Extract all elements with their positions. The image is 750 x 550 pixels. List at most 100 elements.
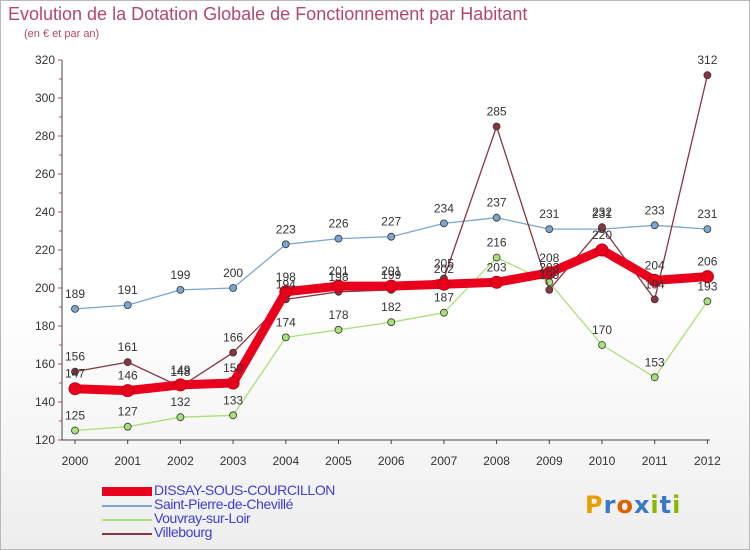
x-tick-label: 2012	[694, 454, 721, 468]
data-point	[121, 384, 135, 398]
data-point	[71, 304, 79, 313]
data-label: 203	[487, 260, 507, 274]
data-label: 170	[592, 323, 612, 337]
logo-letter: P	[585, 491, 604, 519]
data-label: 208	[539, 251, 559, 265]
data-label: 226	[328, 217, 348, 231]
data-point	[700, 270, 714, 284]
x-tick-label: 2008	[483, 454, 510, 468]
data-point	[703, 225, 712, 234]
data-label: 133	[223, 393, 243, 407]
chart-subtitle: (en € et par an)	[24, 28, 100, 40]
data-point	[334, 325, 343, 334]
data-point	[71, 426, 79, 435]
data-point	[176, 413, 185, 422]
data-point	[650, 221, 659, 230]
data-point	[598, 223, 606, 232]
data-label: 285	[487, 105, 507, 119]
data-label: 193	[697, 279, 717, 293]
data-point	[439, 308, 448, 317]
x-tick-label: 2007	[431, 454, 458, 468]
data-label: 231	[697, 207, 717, 221]
data-point	[387, 232, 396, 241]
series-line-3	[74, 74, 709, 388]
data-label: 199	[170, 268, 190, 282]
data-point	[703, 297, 712, 306]
legend-item: Vouvray-sur-Loir	[96, 510, 426, 527]
data-label: 227	[381, 215, 401, 229]
x-tick-label: 2009	[536, 454, 563, 468]
data-point	[387, 318, 396, 327]
data-point	[279, 285, 293, 299]
logo-letter: i	[650, 491, 660, 519]
data-label: 204	[645, 258, 665, 272]
legend-label: Villebourg	[154, 524, 213, 540]
logo-letter: x	[633, 491, 651, 519]
y-tick-label: 120	[35, 433, 55, 447]
logo-letter: t	[659, 491, 673, 519]
data-label: 232	[592, 205, 612, 219]
x-tick-label: 2000	[62, 454, 89, 468]
data-point	[492, 122, 501, 131]
legend-swatch	[102, 533, 152, 535]
data-label: 233	[645, 203, 665, 217]
data-label: 220	[592, 228, 612, 242]
x-tick-label: 2004	[272, 454, 299, 468]
data-label: 125	[65, 409, 85, 423]
data-point	[229, 284, 238, 292]
data-point	[542, 266, 556, 280]
data-point	[492, 253, 501, 262]
legend-swatch	[102, 487, 152, 496]
data-point	[71, 367, 79, 376]
data-point	[545, 225, 554, 234]
data-label: 199	[539, 268, 559, 282]
data-label: 187	[434, 291, 454, 305]
y-tick-label: 160	[35, 357, 55, 371]
data-label: 189	[65, 287, 85, 301]
legend-label: Saint-Pierre-de-Chevillé	[154, 496, 294, 512]
data-point	[437, 277, 451, 291]
data-label: 146	[118, 369, 138, 383]
x-tick-label: 2011	[642, 454, 668, 468]
data-label: 150	[223, 361, 243, 375]
data-point	[281, 240, 290, 249]
x-tick-label: 2003	[220, 454, 247, 468]
data-label: 194	[645, 277, 665, 291]
data-point	[334, 234, 343, 243]
logo-letter: i	[672, 491, 682, 519]
data-label: 205	[434, 257, 454, 271]
data-point	[595, 243, 609, 257]
data-label: 194	[276, 277, 296, 291]
data-label: 178	[328, 308, 348, 322]
x-tick-label: 2002	[167, 454, 194, 468]
data-label: 156	[65, 350, 85, 364]
data-label: 148	[170, 365, 190, 379]
x-tick-label: 2006	[378, 454, 405, 468]
legend-item: Villebourg	[96, 524, 426, 541]
data-point	[648, 273, 662, 287]
data-point	[176, 285, 185, 294]
data-point	[123, 422, 132, 431]
data-label: 198	[276, 270, 296, 284]
y-tick-label: 280	[35, 129, 55, 143]
data-point	[332, 279, 345, 293]
legend-item: DISSAY-SOUS-COURCILLON	[96, 482, 426, 499]
data-point	[226, 376, 240, 390]
y-tick-label: 200	[35, 281, 55, 295]
data-label: 216	[487, 236, 507, 250]
data-label: 203	[539, 260, 559, 274]
data-label: 132	[170, 395, 190, 409]
legend-label: DISSAY-SOUS-COURCILLON	[154, 482, 336, 498]
data-point	[229, 411, 238, 420]
data-label: 237	[487, 196, 507, 210]
data-label: 231	[539, 207, 559, 221]
data-point	[173, 378, 187, 392]
data-label: 174	[276, 315, 296, 329]
data-point	[281, 333, 290, 342]
data-label: 234	[434, 201, 454, 215]
data-label: 200	[223, 266, 243, 280]
data-label: 149	[170, 363, 190, 377]
data-point	[650, 373, 659, 382]
